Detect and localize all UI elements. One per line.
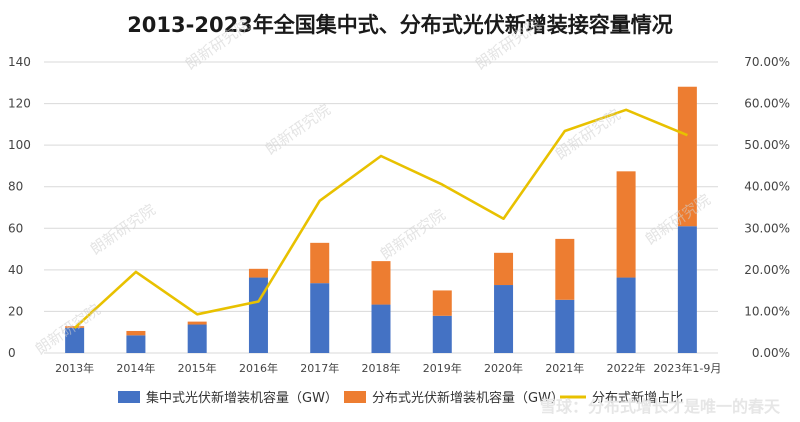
x-tick-label: 2017年 xyxy=(300,361,339,375)
bar-distributed xyxy=(432,290,452,316)
bar-centralized xyxy=(126,335,146,353)
x-tick-label: 2022年 xyxy=(607,361,646,375)
bar-centralized xyxy=(371,304,391,353)
right-y-tick-label: 50.00% xyxy=(744,138,790,152)
bar-centralized xyxy=(494,285,514,353)
watermark-text: 朗新研究院 xyxy=(377,206,449,264)
bar-distributed xyxy=(371,261,391,305)
bar-distributed xyxy=(187,321,207,325)
left-y-axis: 0 20 40 60 80 100 120 140 xyxy=(8,55,31,360)
bar-centralized xyxy=(248,277,268,353)
right-y-tick-label: 60.00% xyxy=(744,97,790,111)
chart-title: 2013-2023年全国集中式、分布式光伏新增装接容量情况 xyxy=(127,13,673,37)
left-y-tick-label: 140 xyxy=(8,55,31,69)
left-y-tick-label: 60 xyxy=(8,221,23,235)
legend-label: 集中式光伏新增装机容量（GW） xyxy=(146,390,338,406)
line-series xyxy=(73,108,688,330)
x-tick-label: 2019年 xyxy=(423,361,462,375)
left-y-tick-label: 0 xyxy=(8,346,16,360)
left-y-tick-label: 100 xyxy=(8,138,31,152)
left-y-tick-label: 20 xyxy=(8,304,23,318)
legend-label: 分布式光伏新增装机容量（GW） xyxy=(372,390,564,406)
line-distributed-share xyxy=(73,108,688,330)
x-tick-label: 2021年 xyxy=(545,361,584,375)
bar-centralized xyxy=(677,226,697,353)
bar-distributed xyxy=(677,86,697,227)
bar-distributed xyxy=(616,171,636,278)
bar-distributed xyxy=(494,252,514,286)
bar-distributed xyxy=(126,330,146,336)
x-tick-label: 2013年 xyxy=(55,361,94,375)
bar-distributed xyxy=(555,238,575,300)
bar-centralized xyxy=(310,283,330,353)
bar-centralized xyxy=(555,299,575,353)
watermark-text: 朗新研究院 xyxy=(87,201,159,259)
left-y-tick-label: 40 xyxy=(8,263,23,277)
x-tick-label: 2020年 xyxy=(484,361,523,375)
right-y-tick-label: 70.00% xyxy=(744,55,790,69)
bar-distributed xyxy=(310,242,330,284)
bar-centralized xyxy=(65,327,85,353)
bar-centralized xyxy=(616,277,636,353)
watermark-text: 朗新研究院 xyxy=(262,101,334,159)
right-y-axis: 0.00% 10.00% 20.00% 30.00% 40.00% 50.00% 60.00… xyxy=(744,55,790,360)
right-y-tick-label: 20.00% xyxy=(744,263,790,277)
bar-centralized xyxy=(187,324,207,353)
legend: 集中式光伏新增装机容量（GW） 分布式光伏新增装机容量（GW） 分布式新增占比 xyxy=(118,390,683,406)
bar-centralized xyxy=(432,315,452,353)
right-y-tick-label: 10.00% xyxy=(744,304,790,318)
left-y-tick-label: 80 xyxy=(8,180,23,194)
x-axis: 2013年 2014年 2015年 2016年 2017年 2018年 2019年 2020年… xyxy=(55,361,721,375)
legend-swatch xyxy=(118,391,140,403)
watermark-text: 朗新研究院 xyxy=(642,191,714,249)
right-y-tick-label: 0.00% xyxy=(752,346,790,360)
right-y-tick-label: 40.00% xyxy=(744,180,790,194)
x-tick-label: 2023年1-9月 xyxy=(653,361,721,375)
bar-distributed xyxy=(248,268,268,278)
x-tick-label: 2014年 xyxy=(116,361,155,375)
x-tick-label: 2015年 xyxy=(178,361,217,375)
x-tick-label: 2016年 xyxy=(239,361,278,375)
legend-swatch xyxy=(344,391,366,403)
x-tick-label: 2018年 xyxy=(362,361,401,375)
bar-series xyxy=(65,86,697,353)
right-y-tick-label: 30.00% xyxy=(744,221,790,235)
brand-watermark: 雪球：分布式增长才是唯一的春天 xyxy=(540,397,781,416)
legend-label: 分布式新增占比 xyxy=(592,390,683,406)
left-y-tick-label: 120 xyxy=(8,97,31,111)
